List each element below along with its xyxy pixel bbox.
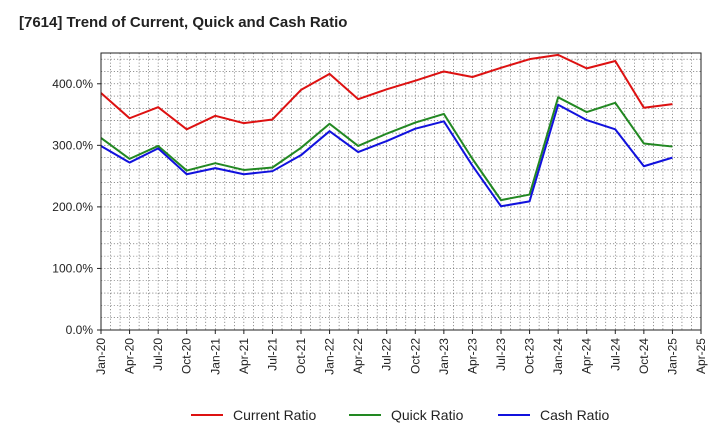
x-tick-label: Oct-24 [637, 338, 651, 374]
x-tick-label: Jan-24 [551, 338, 565, 375]
grid-layer [100, 53, 702, 330]
x-tick-label: Jul-20 [151, 338, 165, 371]
x-tick-label: Oct-20 [180, 338, 194, 374]
x-tick-label: Jan-21 [208, 338, 222, 375]
x-tick-label: Apr-21 [237, 338, 251, 374]
x-tick-label: Jul-21 [265, 338, 279, 371]
x-tick-label: Oct-23 [523, 338, 537, 374]
plot-frame [100, 52, 702, 331]
x-tick-label: Jan-23 [437, 338, 451, 375]
x-axis-ticks: Jan-20 Apr-20 Jul-20 Oct-20 Jan-21 Apr-21 Jul-… [94, 330, 708, 375]
x-tick-label: Jul-24 [608, 338, 622, 371]
y-tick-label: 300.0% [52, 138, 93, 152]
x-tick-label: Apr-20 [123, 338, 137, 374]
y-axis-ticks: 0.0% 100.0% 200.0% 300.0% 400.0% [52, 77, 101, 337]
x-tick-label: Oct-21 [294, 338, 308, 374]
y-tick-label: 400.0% [52, 77, 93, 91]
x-tick-label: Jul-22 [380, 338, 394, 371]
y-tick-label: 200.0% [52, 200, 93, 214]
y-tick-label: 100.0% [52, 261, 93, 275]
legend-label: Quick Ratio [391, 407, 464, 423]
x-tick-label: Jan-20 [94, 338, 108, 375]
legend-label: Cash Ratio [540, 407, 609, 423]
chart-title: [7614] Trend of Current, Quick and Cash … [19, 14, 348, 31]
x-tick-label: Jan-25 [665, 338, 679, 375]
x-tick-label: Apr-22 [351, 338, 365, 374]
y-tick-label: 0.0% [66, 323, 94, 337]
legend-label: Current Ratio [233, 407, 316, 423]
x-tick-label: Apr-24 [580, 338, 594, 374]
x-tick-label: Apr-25 [694, 338, 708, 374]
legend: Current Ratio Quick Ratio Cash Ratio [191, 407, 609, 423]
x-tick-label: Jul-23 [494, 338, 508, 371]
x-tick-label: Oct-22 [408, 338, 422, 374]
series-layer [100, 53, 673, 208]
x-tick-label: Apr-23 [465, 338, 479, 374]
x-tick-label: Jan-22 [323, 338, 337, 375]
